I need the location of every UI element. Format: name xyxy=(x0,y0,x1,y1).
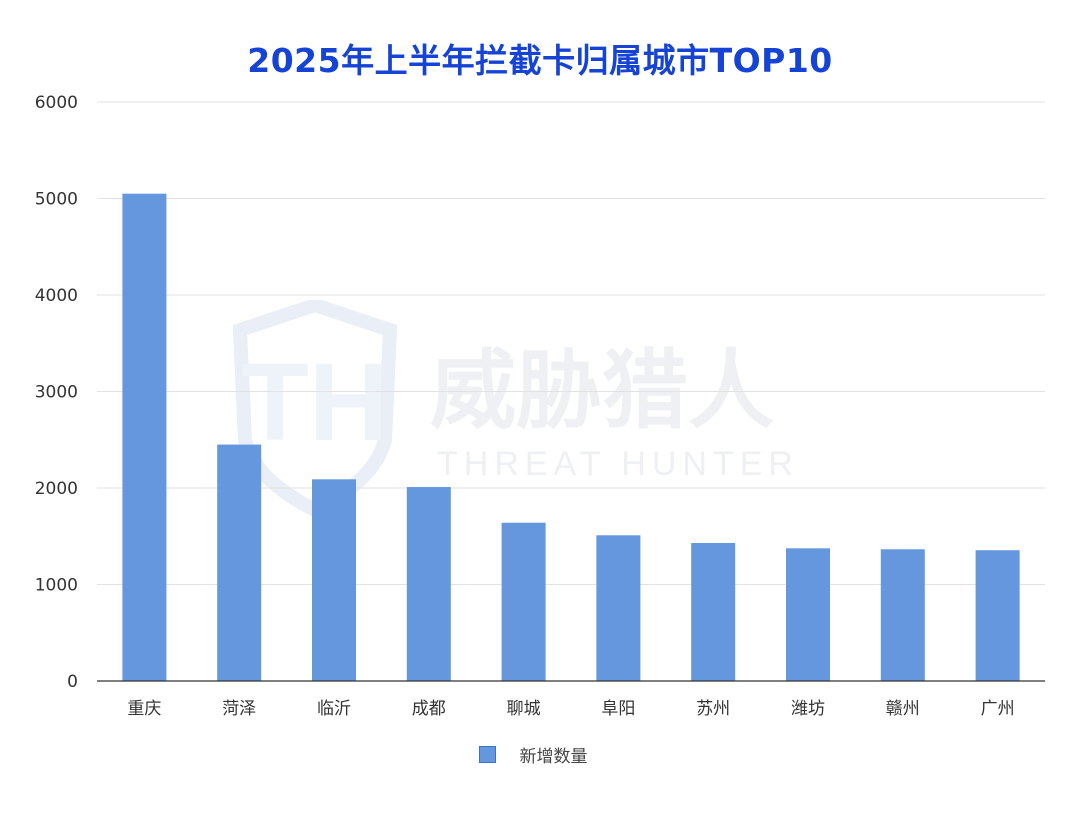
x-tick-label: 聊城 xyxy=(507,699,541,719)
bar-2 xyxy=(217,444,262,681)
x-tick-label: 菏泽 xyxy=(222,699,256,719)
chart-title: 2025年上半年拦截卡归属城市TOP10 xyxy=(247,41,833,80)
bar-3 xyxy=(312,479,356,681)
y-tick-label: 5000 xyxy=(35,190,78,210)
x-tick-label: 阜阳 xyxy=(601,699,635,719)
bar-4 xyxy=(406,487,451,681)
x-tick-label: 成都 xyxy=(412,699,446,719)
y-tick-label: 2000 xyxy=(35,479,78,499)
x-tick-label: 重庆 xyxy=(127,699,161,719)
legend-swatch xyxy=(478,746,496,763)
axis-layer: 0 1000 2000 3000 4000 5000 6000 重庆 菏泽 临沂 成都 聊城 阜阳 苏州 潍… xyxy=(35,93,1045,719)
x-tick-label: 潍坊 xyxy=(791,699,825,719)
y-tick-label: 3000 xyxy=(35,383,78,403)
bar-9 xyxy=(880,549,925,681)
bar-1 xyxy=(122,193,167,682)
y-tick-label: 4000 xyxy=(35,286,78,306)
legend: 新增数量 xyxy=(0,742,1080,767)
bar-layer xyxy=(122,193,1020,682)
bar-10 xyxy=(975,550,1020,681)
x-tick-label: 苏州 xyxy=(696,699,730,719)
bar-8 xyxy=(786,548,830,681)
y-tick-label: 1000 xyxy=(35,576,78,596)
x-tick-label: 临沂 xyxy=(317,699,351,719)
y-tick-label: 6000 xyxy=(35,93,78,113)
legend-label: 新增数量 xyxy=(519,747,588,767)
bar-7 xyxy=(691,543,736,681)
bar-5 xyxy=(501,522,546,681)
y-tick-label: 0 xyxy=(67,672,78,692)
bar-6 xyxy=(596,535,641,681)
x-tick-label: 赣州 xyxy=(886,699,920,719)
x-tick-label: 广州 xyxy=(981,699,1015,719)
